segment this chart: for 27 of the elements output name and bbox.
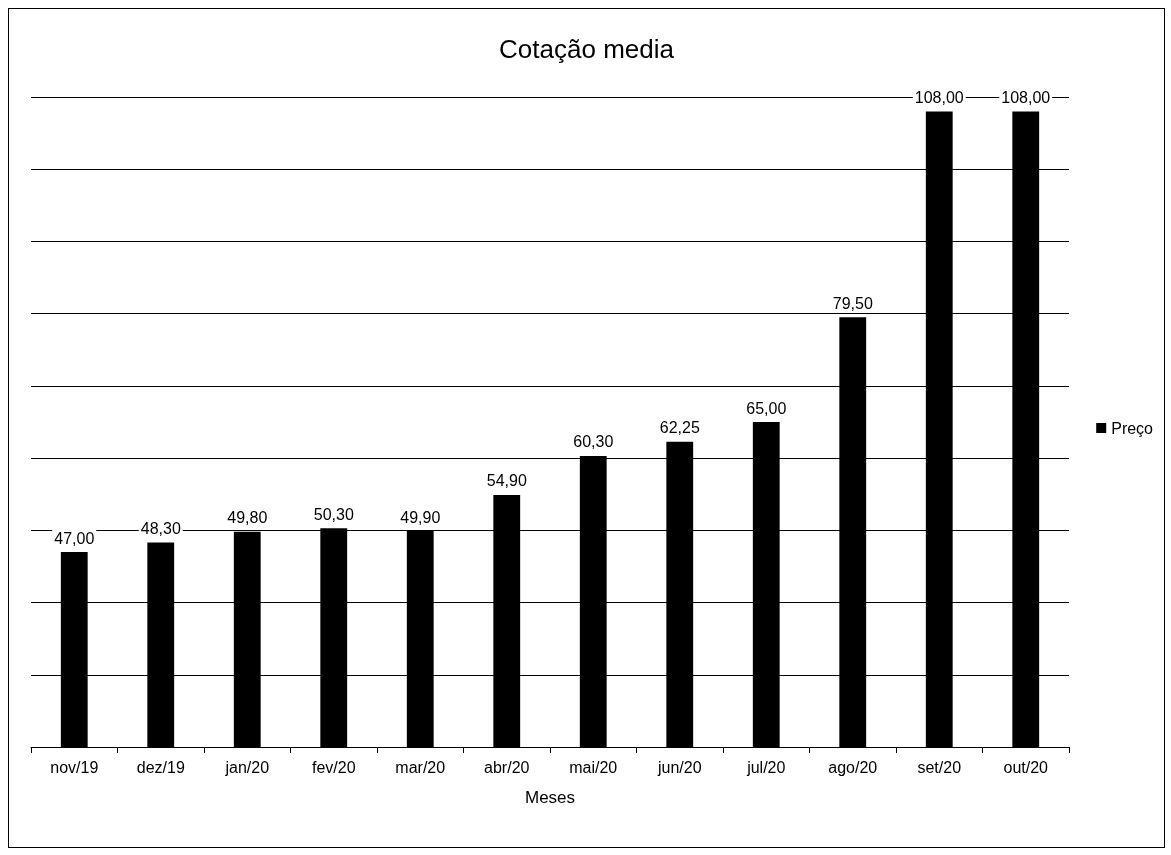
data-label: 50,30 [313, 505, 354, 523]
data-label: 79,50 [832, 294, 873, 312]
x-tick-label: ago/20 [828, 758, 878, 776]
data-label: 48,30 [140, 520, 181, 538]
x-axis-title: Meses [524, 788, 576, 807]
data-label: 49,90 [400, 508, 441, 526]
x-tick-label: abr/20 [484, 758, 530, 776]
x-tick-label: out/20 [1003, 758, 1049, 776]
data-label: 108,00 [914, 88, 964, 106]
data-label: 65,00 [746, 399, 787, 417]
x-tick-label: jun/20 [656, 758, 702, 776]
x-tick-label: mar/20 [395, 758, 446, 776]
x-tick-label: set/20 [917, 758, 962, 776]
data-label: 47,00 [54, 529, 95, 547]
x-tick-label: dez/19 [136, 758, 185, 776]
data-label: 60,30 [573, 433, 614, 451]
chart-title: Cotação media [499, 34, 675, 64]
x-tick-label: jan/20 [224, 758, 270, 776]
x-tick-label: fev/20 [311, 758, 356, 776]
x-tick-label: mai/20 [569, 758, 618, 776]
data-label: 49,80 [227, 509, 268, 527]
legend-label: Preço [1111, 419, 1154, 437]
x-tick-label: nov/19 [50, 758, 99, 776]
data-label: 62,25 [659, 419, 700, 437]
x-tick-label: jul/20 [746, 758, 786, 776]
data-label: 108,00 [1001, 88, 1051, 106]
data-label: 54,90 [486, 472, 527, 490]
